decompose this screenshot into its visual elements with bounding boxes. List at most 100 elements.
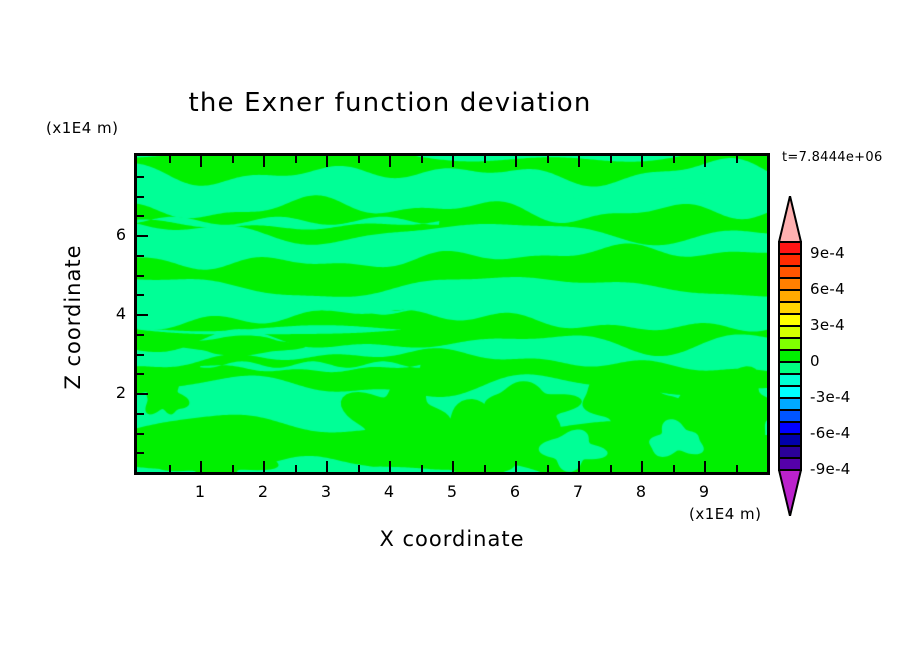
x-axis-tick-top [200,156,202,167]
x-axis-tick-label: 6 [509,482,521,501]
x-axis-title: X coordinate [379,527,525,551]
colorbar-tick-label: -6e-4 [810,424,851,442]
x-axis-tick-label: 5 [446,482,458,501]
y-axis-tick [137,254,144,257]
colorbar-tick-label: 0 [810,352,820,370]
x-axis-tick [546,465,549,472]
colorbar-band [778,289,802,303]
x-axis-tick-top [578,156,580,167]
y-axis-tick [137,274,144,277]
x-axis-tick-label: 9 [698,482,710,501]
x-axis-tick-top [168,156,171,163]
colorbar-band [778,313,802,327]
x-axis-tick-top [389,156,391,167]
y-axis-tick [137,215,144,218]
y-axis-title: Z coordinate [61,244,85,390]
x-axis-tick [735,465,738,472]
x-axis-tick-top [735,156,738,163]
y-axis-tick [137,235,148,237]
y-axis-tick-label: 2 [115,383,126,402]
colorbar-band [778,241,802,255]
colorbar-tick-label: 9e-4 [810,244,845,262]
colorbar-bottom-cap [778,469,802,516]
y-axis-tick-label: 4 [115,304,126,323]
colorbar-tick-label: 6e-4 [810,280,845,298]
x-axis-tick-top [452,156,454,167]
contour-plot-area [134,153,770,475]
x-axis-tick [263,461,265,472]
x-axis-tick-label: 1 [194,482,206,501]
colorbar-band [778,265,802,279]
x-axis-tick [578,461,580,472]
x-axis-tick-top [641,156,643,167]
y-axis-tick [137,353,144,356]
y-axis-tick [137,412,144,415]
colorbar-band [778,457,802,471]
x-axis-tick-top [672,156,675,163]
x-axis-tick-label: 8 [635,482,647,501]
colorbar-tick-label: -9e-4 [810,460,851,478]
x-axis-tick-label: 2 [257,482,269,501]
x-axis-tick [420,465,423,472]
colorbar-band [778,361,802,375]
colorbar-band [778,337,802,351]
x-axis-tick [483,465,486,472]
contour-field-canvas [137,156,767,472]
colorbar-band [778,253,802,267]
y-axis-tick [137,175,144,178]
y-axis-tick [137,452,144,455]
colorbar-band [778,301,802,315]
x-axis-tick-label: 3 [320,482,332,501]
colorbar-band [778,409,802,423]
colorbar-scale [778,196,802,516]
y-axis-unit-label: (x1E4 m) [46,119,119,137]
page-title: the Exner function deviation [188,88,592,118]
y-axis-tick [137,314,148,316]
colorbar-band [778,349,802,363]
colorbar-tick-label: 3e-4 [810,316,845,334]
x-axis-tick [389,461,391,472]
x-axis-tick [515,461,517,472]
x-axis-tick [168,465,171,472]
x-axis-tick-label: 4 [383,482,395,501]
colorbar-band [778,433,802,447]
x-axis-tick-top [231,156,234,163]
x-axis-tick-top [326,156,328,167]
x-axis-tick-label: 7 [572,482,584,501]
x-axis-tick [357,465,360,472]
colorbar-band [778,445,802,459]
colorbar-band [778,421,802,435]
x-axis-tick-top [609,156,612,163]
x-axis-tick [452,461,454,472]
x-axis-tick-top [704,156,706,167]
colorbar-band [778,385,802,399]
x-axis-tick-top [263,156,265,167]
x-axis-tick [641,461,643,472]
x-axis-tick [231,465,234,472]
x-axis-tick-top [546,156,549,163]
x-axis-tick [672,465,675,472]
y-axis-tick [137,333,144,336]
x-axis-tick [326,461,328,472]
x-axis-tick [200,461,202,472]
colorbar-band [778,325,802,339]
x-axis-unit-label: (x1E4 m) [689,505,762,523]
y-axis-tick-label: 6 [115,225,126,244]
colorbar-band [778,397,802,411]
x-axis-tick [294,465,297,472]
colorbar-tick-label: -3e-4 [810,388,851,406]
x-axis-tick-top [357,156,360,163]
y-axis-tick [137,294,144,297]
y-axis-tick [137,373,144,376]
colorbar [778,196,802,516]
x-axis-tick-top [420,156,423,163]
colorbar-band [778,277,802,291]
timestamp-annotation: t=7.8444e+06 [782,150,883,165]
colorbar-top-cap [778,196,802,243]
y-axis-tick [137,432,144,435]
x-axis-tick-top [294,156,297,163]
x-axis-tick [704,461,706,472]
y-axis-tick [137,393,148,395]
y-axis-tick [137,195,144,198]
x-axis-tick-top [515,156,517,167]
